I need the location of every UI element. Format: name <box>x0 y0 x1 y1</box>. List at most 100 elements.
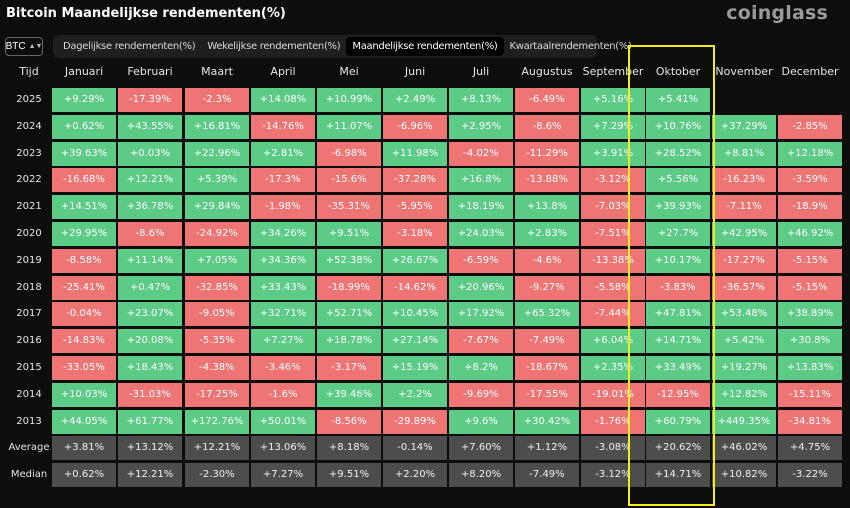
return-cell[interactable]: +8.2% <box>449 356 513 380</box>
stat-cell[interactable]: +13.06% <box>251 436 315 461</box>
return-cell[interactable]: +10.17% <box>646 248 710 273</box>
stat-cell[interactable]: -3.12% <box>581 463 645 488</box>
stat-cell[interactable]: +7.27% <box>251 463 315 488</box>
stat-cell[interactable]: +8.18% <box>317 436 381 461</box>
return-cell[interactable]: +0.62% <box>52 114 116 139</box>
return-cell[interactable]: -17.25% <box>185 382 249 407</box>
return-cell[interactable]: -18.67% <box>515 356 579 380</box>
return-cell[interactable]: +9.6% <box>449 409 513 434</box>
return-cell[interactable]: +18.19% <box>449 195 513 220</box>
stat-cell[interactable]: +8.20% <box>449 463 513 488</box>
return-cell[interactable]: -17.55% <box>515 382 579 407</box>
stat-cell[interactable]: -3.22% <box>778 463 842 488</box>
return-cell[interactable]: +12.82% <box>712 382 776 407</box>
return-cell[interactable]: +5.42% <box>712 329 776 354</box>
return-cell[interactable]: -6.49% <box>515 88 579 112</box>
return-cell[interactable]: -5.95% <box>383 195 447 220</box>
return-cell[interactable]: +11.07% <box>317 114 381 139</box>
return-cell[interactable]: +14.71% <box>646 329 710 354</box>
return-cell[interactable]: -13.38% <box>581 248 645 273</box>
return-cell[interactable]: -7.67% <box>449 329 513 354</box>
return-cell[interactable]: -3.12% <box>581 168 645 193</box>
return-cell[interactable]: -9.27% <box>515 275 579 300</box>
return-cell[interactable]: +16.8% <box>449 168 513 193</box>
return-cell[interactable]: -7.51% <box>581 222 645 246</box>
return-cell[interactable]: +2.49% <box>383 88 447 112</box>
return-cell[interactable]: -7.03% <box>581 195 645 220</box>
stat-cell[interactable]: +12.21% <box>185 436 249 461</box>
return-cell[interactable]: +30.42% <box>515 409 579 434</box>
tab-daily[interactable]: Dagelijkse rendementen(%) <box>63 41 196 52</box>
return-cell[interactable]: -1.98% <box>251 195 315 220</box>
return-cell[interactable]: -3.59% <box>778 168 842 193</box>
stat-cell[interactable]: +3.81% <box>52 436 116 461</box>
return-cell[interactable]: +38.89% <box>778 302 842 327</box>
return-cell[interactable]: +19.27% <box>712 356 776 380</box>
return-cell[interactable]: +10.76% <box>646 114 710 139</box>
stat-cell[interactable]: -0.14% <box>383 436 447 461</box>
asset-select[interactable]: BTC ▲▼ <box>5 37 43 56</box>
return-cell[interactable]: +2.35% <box>581 356 645 380</box>
return-cell[interactable]: +10.45% <box>383 302 447 327</box>
stat-cell[interactable]: +13.12% <box>118 436 182 461</box>
return-cell[interactable]: -3.46% <box>251 356 315 380</box>
return-cell[interactable]: +27.7% <box>646 222 710 246</box>
return-cell[interactable]: +33.49% <box>646 356 710 380</box>
return-cell[interactable]: +34.26% <box>251 222 315 246</box>
return-cell[interactable]: -7.11% <box>712 195 776 220</box>
stat-cell[interactable]: +14.71% <box>646 463 710 488</box>
return-cell[interactable]: +14.51% <box>52 195 116 220</box>
return-cell[interactable]: -3.17% <box>317 356 381 380</box>
return-cell[interactable]: -24.92% <box>185 222 249 246</box>
return-cell[interactable]: +61.77% <box>118 409 182 434</box>
return-cell[interactable]: +20.96% <box>449 275 513 300</box>
stat-cell[interactable]: -7.49% <box>515 463 579 488</box>
return-cell[interactable]: -32.85% <box>185 275 249 300</box>
return-cell[interactable]: -2.3% <box>185 88 249 112</box>
return-cell[interactable]: +20.08% <box>118 329 182 354</box>
return-cell[interactable]: -8.56% <box>317 409 381 434</box>
return-cell[interactable]: +24.03% <box>449 222 513 246</box>
return-cell[interactable]: -14.83% <box>52 329 116 354</box>
return-cell[interactable]: +39.63% <box>52 141 116 166</box>
return-cell[interactable]: +53.48% <box>712 302 776 327</box>
return-cell[interactable]: +52.38% <box>317 248 381 273</box>
stat-cell[interactable]: -3.08% <box>581 436 645 461</box>
return-cell[interactable]: +37.29% <box>712 114 776 139</box>
return-cell[interactable]: -15.11% <box>778 382 842 407</box>
return-cell[interactable]: -34.81% <box>778 409 842 434</box>
return-cell[interactable]: +23.07% <box>118 302 182 327</box>
return-cell[interactable]: +33.43% <box>251 275 315 300</box>
stat-cell[interactable]: +10.82% <box>712 463 776 488</box>
return-cell[interactable]: +42.95% <box>712 222 776 246</box>
return-cell[interactable]: +449.35% <box>712 409 776 434</box>
return-cell[interactable]: -4.02% <box>449 141 513 166</box>
return-cell[interactable]: -33.05% <box>52 356 116 380</box>
return-cell[interactable]: -15.6% <box>317 168 381 193</box>
return-cell[interactable]: -6.59% <box>449 248 513 273</box>
return-cell[interactable]: +2.81% <box>251 141 315 166</box>
stat-cell[interactable]: +1.12% <box>515 436 579 461</box>
return-cell[interactable]: +6.04% <box>581 329 645 354</box>
return-cell[interactable]: -8.58% <box>52 248 116 273</box>
return-cell[interactable]: -12.95% <box>646 382 710 407</box>
return-cell[interactable]: -6.98% <box>317 141 381 166</box>
return-cell[interactable]: +0.03% <box>118 141 182 166</box>
return-cell[interactable]: -6.96% <box>383 114 447 139</box>
return-cell[interactable]: -25.41% <box>52 275 116 300</box>
stat-cell[interactable]: +20.62% <box>646 436 710 461</box>
return-cell[interactable]: +29.95% <box>52 222 116 246</box>
return-cell[interactable]: +44.05% <box>52 409 116 434</box>
return-cell[interactable]: -35.31% <box>317 195 381 220</box>
return-cell[interactable]: +22.96% <box>185 141 249 166</box>
stat-cell[interactable]: -2.30% <box>185 463 249 488</box>
return-cell[interactable]: +9.29% <box>52 88 116 112</box>
return-cell[interactable]: +172.76% <box>185 409 249 434</box>
return-cell[interactable]: +5.41% <box>646 88 710 112</box>
stat-cell[interactable]: +4.75% <box>778 436 842 461</box>
return-cell[interactable]: +13.8% <box>515 195 579 220</box>
return-cell[interactable]: +29.84% <box>185 195 249 220</box>
return-cell[interactable]: -29.89% <box>383 409 447 434</box>
stat-cell[interactable]: +0.62% <box>52 463 116 488</box>
return-cell[interactable]: +60.79% <box>646 409 710 434</box>
